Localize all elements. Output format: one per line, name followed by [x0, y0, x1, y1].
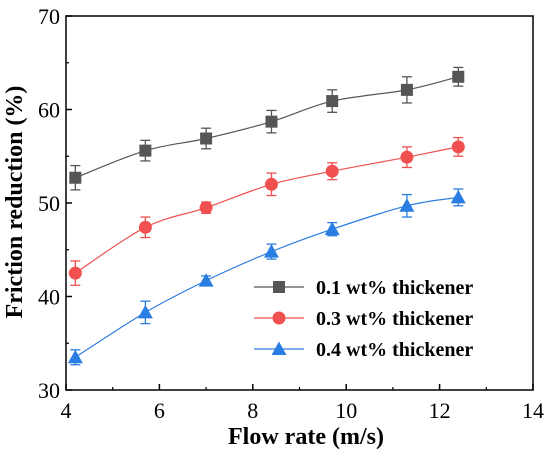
data-point	[200, 132, 213, 145]
legend: 0.1 wt% thickener 0.3 wt% thickener 0.4 wt…	[254, 277, 473, 361]
legend-marker	[271, 341, 287, 355]
data-point	[263, 244, 279, 258]
data-point	[451, 140, 465, 154]
data-point	[69, 171, 82, 184]
legend-item: 0.1 wt% thickener	[254, 277, 473, 299]
data-point	[67, 349, 83, 364]
y-axis-title: Friction reduction (%)	[2, 86, 28, 319]
y-tick-label: 60	[38, 98, 60, 123]
data-point	[138, 220, 152, 234]
legend-marker	[272, 311, 286, 325]
data-point	[68, 266, 82, 280]
legend-item: 0.4 wt% thickener	[254, 339, 473, 361]
legend-label: 0.4 wt% thickener	[316, 339, 473, 361]
x-tick-label: 14	[522, 398, 544, 423]
data-point	[139, 144, 152, 157]
data-point	[452, 70, 465, 83]
data-point	[399, 198, 415, 212]
legend-label: 0.3 wt% thickener	[316, 308, 473, 330]
y-tick-label: 70	[38, 4, 60, 29]
x-axis-title: Flow rate (m/s)	[228, 424, 384, 450]
data-point	[265, 115, 278, 128]
series-3	[67, 188, 466, 366]
axes: 4 6 8 10 12 14 30 40 50 60 70	[38, 4, 544, 423]
series-1	[69, 66, 465, 191]
data-point	[324, 221, 340, 236]
data-point	[450, 189, 466, 204]
x-tick-label: 6	[154, 398, 165, 423]
plot-area	[67, 66, 466, 366]
data-point	[400, 150, 414, 164]
data-point	[137, 304, 153, 319]
data-point	[400, 83, 413, 96]
data-point	[199, 201, 213, 215]
legend-label: 0.1 wt% thickener	[316, 277, 473, 299]
x-tick-label: 4	[61, 398, 72, 423]
data-point	[264, 177, 278, 191]
legend-marker	[273, 281, 285, 293]
x-tick-label: 12	[429, 398, 451, 423]
x-tick-label: 10	[335, 398, 357, 423]
data-point	[325, 164, 339, 178]
x-tick-label: 8	[247, 398, 258, 423]
y-tick-label: 40	[38, 285, 60, 310]
y-tick-label: 50	[38, 191, 60, 216]
y-tick-label: 30	[38, 378, 60, 403]
legend-item: 0.3 wt% thickener	[254, 308, 473, 330]
data-point	[326, 95, 339, 108]
series-2	[68, 136, 465, 286]
data-point	[198, 273, 214, 287]
